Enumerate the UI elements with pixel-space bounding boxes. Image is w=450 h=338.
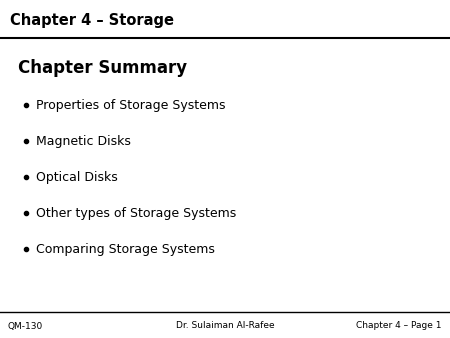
Text: Comparing Storage Systems: Comparing Storage Systems (36, 242, 215, 256)
Text: Chapter 4 – Storage: Chapter 4 – Storage (10, 13, 174, 27)
Text: Other types of Storage Systems: Other types of Storage Systems (36, 207, 236, 219)
Text: Dr. Sulaiman Al-Rafee: Dr. Sulaiman Al-Rafee (176, 321, 274, 331)
Text: Properties of Storage Systems: Properties of Storage Systems (36, 98, 225, 112)
Text: QM-130: QM-130 (8, 321, 43, 331)
Text: Magnetic Disks: Magnetic Disks (36, 135, 131, 147)
Text: Optical Disks: Optical Disks (36, 170, 118, 184)
Text: Chapter Summary: Chapter Summary (18, 59, 187, 77)
Text: Chapter 4 – Page 1: Chapter 4 – Page 1 (356, 321, 442, 331)
